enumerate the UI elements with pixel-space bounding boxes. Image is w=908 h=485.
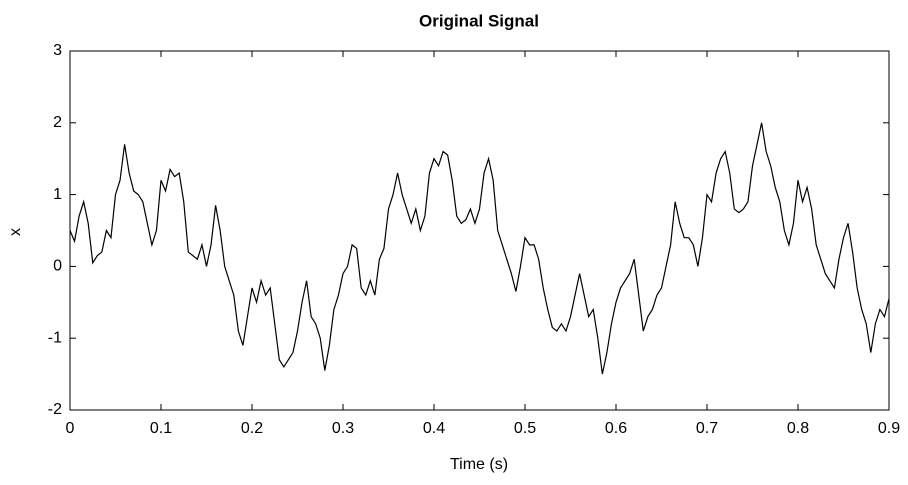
y-tick-label: -2 [48, 401, 62, 418]
axes-box [69, 50, 890, 411]
x-axis-label: Time (s) [450, 456, 508, 473]
y-tick-label: 1 [53, 186, 62, 203]
chart-title: Original Signal [419, 11, 539, 30]
x-tick-label: 0.9 [878, 420, 900, 437]
x-tick-label: 0.4 [423, 420, 445, 437]
signal-line [69, 122, 890, 375]
y-tick-label: 3 [53, 42, 62, 59]
x-tick-label: 0.6 [605, 420, 627, 437]
x-tick-label: 0.8 [787, 420, 809, 437]
y-tick-label: 0 [53, 258, 62, 275]
x-tick-label: 0.5 [514, 420, 536, 437]
x-tick-label: 0.3 [332, 420, 354, 437]
y-tick-label: -1 [48, 329, 62, 346]
y-axis-label: x [7, 228, 24, 236]
y-tick-label: 2 [53, 114, 62, 131]
x-tick-label: 0 [66, 420, 75, 437]
x-tick-label: 0.7 [696, 420, 718, 437]
x-tick-label: 0.2 [241, 420, 263, 437]
x-tick-label: 0.1 [150, 420, 172, 437]
